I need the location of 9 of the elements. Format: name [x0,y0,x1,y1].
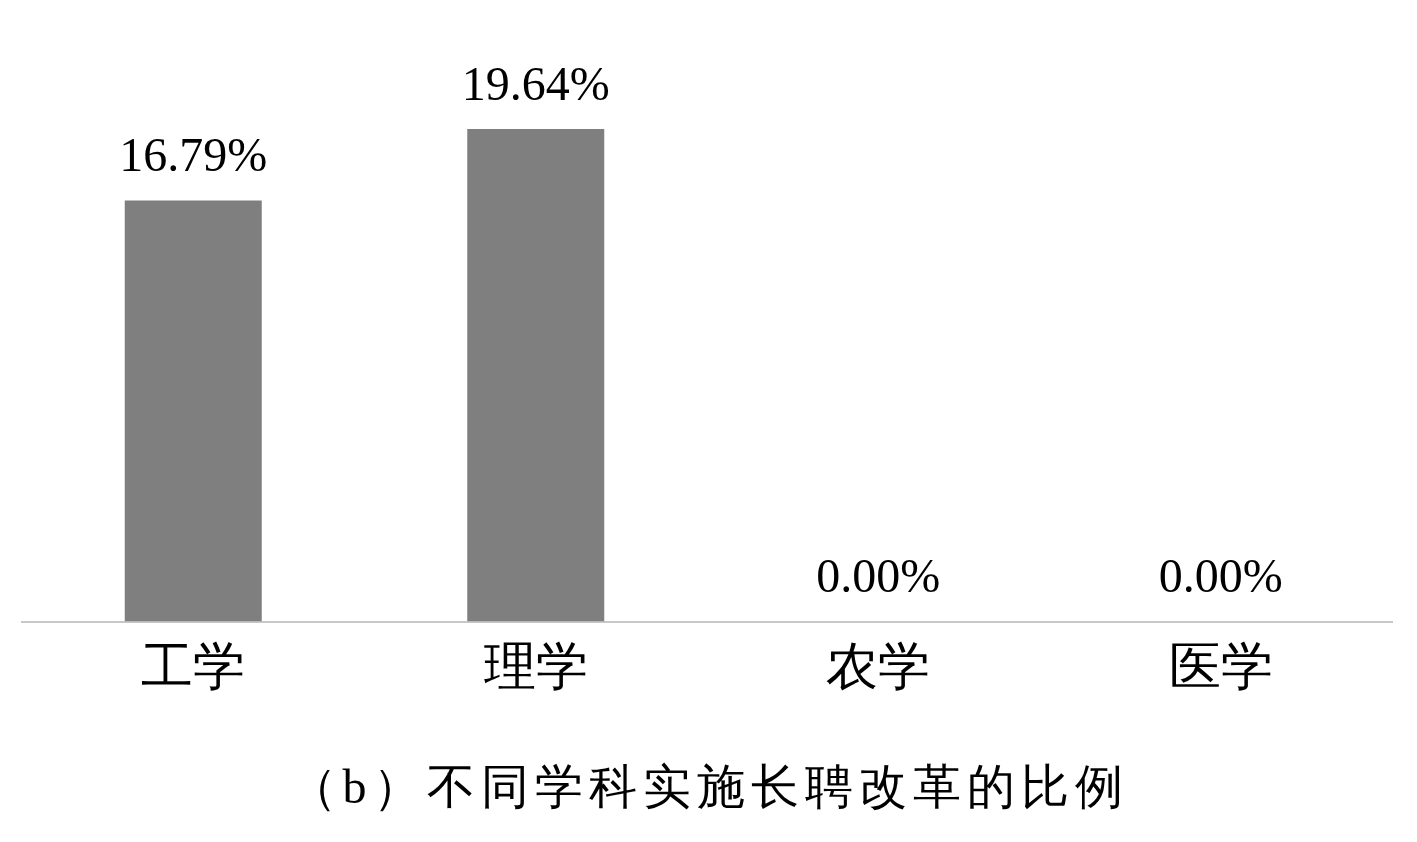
data-label: 0.00% [816,549,941,603]
x-tick-label: 工学 [141,638,246,696]
x-tick-label: 理学 [483,638,588,696]
x-tick-label: 医学 [1168,638,1273,696]
text: （b）不同学科实施长聘改革的比例 [287,759,1130,815]
data-label: 0.00% [1158,549,1283,603]
x-tick-label: 农学 [826,638,931,696]
data-label: 16.79% [119,128,268,182]
data-label: 19.64% [461,56,610,110]
